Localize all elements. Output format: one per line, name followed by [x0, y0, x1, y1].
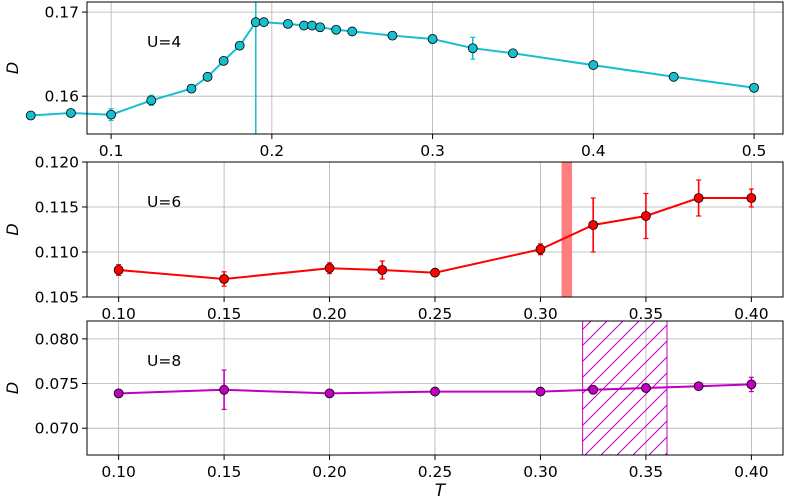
series-line [118, 197, 752, 281]
y-axis-label: D [3, 223, 22, 235]
x-tick-label: 0.20 [312, 463, 347, 481]
data-point [588, 220, 599, 230]
panel-1: 0.1 0.2 0.3 0.4 0.5 0.16 0.17 U=4 D [3, 1, 784, 160]
data-point [746, 193, 757, 203]
x-tick-label: 0.5 [742, 142, 767, 160]
y-tick-label: 0.16 [44, 88, 79, 106]
data-point [467, 43, 478, 54]
panels: 0.1 0.2 0.3 0.4 0.50.160.17U=4D0.10 0.15 0.20 0… [3, 1, 784, 481]
x-tick-label: 0.25 [418, 305, 453, 323]
x-tick-label: 0.40 [734, 305, 769, 323]
x-tick-label: 0.15 [207, 305, 242, 323]
data-point [430, 267, 440, 278]
x-tick-label: 0.10 [101, 463, 136, 481]
data-point [588, 384, 599, 395]
data-point [668, 71, 679, 82]
transition-band [561, 162, 573, 297]
y-tick-label: 0.17 [44, 4, 79, 22]
panel-annotation: U=6 [147, 193, 181, 211]
panel-annotation: U=4 [147, 33, 181, 51]
x-tick-label: 0.4 [581, 142, 606, 160]
x-tick-label: 0.35 [629, 463, 664, 481]
x-tick-label: 0.30 [523, 463, 558, 481]
y-axis-label: D [3, 62, 22, 74]
y-tick-label: 0.120 [35, 154, 79, 172]
y-axis-label: D [3, 382, 22, 394]
y-tick-label: 0.070 [35, 420, 79, 438]
x-tick-label: 0.1 [99, 142, 124, 160]
y-tick-label: 0.080 [35, 330, 79, 348]
data-point [535, 386, 546, 397]
panel-annotation: U=8 [147, 352, 181, 370]
x-tick-label: 0.2 [260, 142, 285, 160]
data-point [113, 388, 124, 399]
data-point [234, 40, 245, 51]
x-axis-label: T [435, 481, 447, 500]
y-tick-label: 0.075 [35, 375, 79, 393]
x-tick-label: 0.30 [523, 305, 558, 323]
data-point [106, 109, 117, 120]
data-point [641, 383, 651, 393]
panel-2: 0.10 0.15 0.20 0.25 0.30 0.35 0.40 0.105 0.110 0.… [3, 154, 784, 323]
y-tick-label: 0.105 [35, 289, 79, 307]
data-point [324, 388, 335, 399]
data-point [427, 34, 438, 44]
data-point [307, 20, 317, 31]
data-point [219, 274, 229, 284]
data-point [693, 381, 704, 392]
data-point [641, 211, 651, 221]
x-tick-label: 0.40 [734, 463, 769, 481]
data-point [535, 244, 546, 255]
data-point [283, 18, 293, 29]
data-point [113, 265, 124, 275]
x-tick-label: 0.35 [629, 305, 664, 323]
x-tick-label: 0.3 [420, 142, 445, 160]
data-point [66, 108, 76, 118]
data-point [347, 26, 358, 37]
data-point [202, 71, 213, 82]
y-tick-label: 0.110 [35, 244, 79, 262]
data-point [749, 82, 759, 93]
plot-frame [86, 1, 784, 135]
data-point [258, 17, 269, 28]
data-point [218, 55, 229, 66]
data-point [324, 263, 335, 274]
data-point [508, 48, 518, 59]
data-point [588, 60, 599, 70]
panel-3: 0.10 0.15 0.20 0.25 0.30 0.35 0.40 0.070 0.075 0.… [3, 320, 784, 481]
y-tick-label: 0.115 [35, 199, 79, 217]
data-point [219, 384, 229, 395]
data-point [331, 24, 342, 35]
x-tick-label: 0.10 [101, 305, 136, 323]
x-tick-label: 0.20 [312, 305, 347, 323]
x-tick-label: 0.15 [207, 463, 242, 481]
data-point [315, 22, 325, 33]
x-tick-label: 0.25 [418, 463, 453, 481]
data-point [430, 386, 440, 397]
data-point [693, 193, 704, 203]
data-point [146, 95, 157, 106]
data-point [186, 83, 197, 94]
data-point [746, 379, 757, 390]
data-point [387, 30, 398, 41]
data-point [25, 110, 36, 121]
data-point [377, 265, 388, 275]
